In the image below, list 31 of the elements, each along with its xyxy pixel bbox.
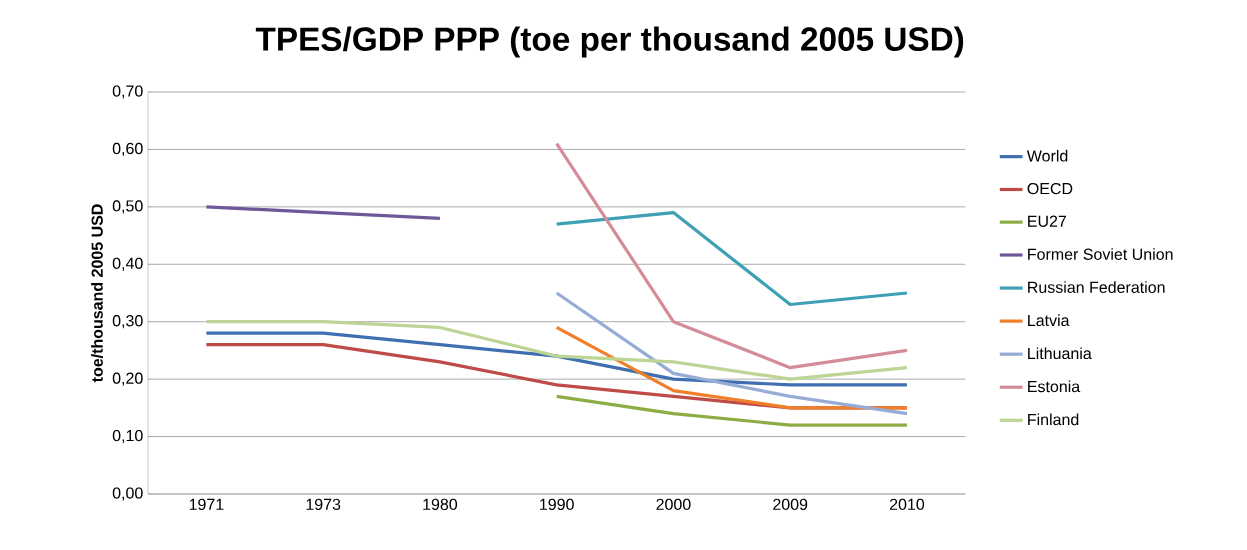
y-tick-label: 0,30 xyxy=(112,315,143,329)
y-axis-title: toe/thousand 2005 USD xyxy=(91,204,103,383)
legend-label: Lithuania xyxy=(1028,347,1092,360)
legend-label: Russian Federation xyxy=(1028,281,1165,293)
x-tick-label: 2000 xyxy=(656,498,691,511)
x-tick-label: 1973 xyxy=(306,498,341,511)
x-tick-label: 1980 xyxy=(423,498,458,511)
legend-label: OECD xyxy=(1027,182,1073,195)
y-tick-label: 0,20 xyxy=(112,372,143,386)
line-series xyxy=(555,142,909,370)
y-tick-label: 0,50 xyxy=(112,200,143,214)
x-tick-label: 2010 xyxy=(889,498,925,511)
x-tick-label: 1971 xyxy=(189,498,224,511)
legend-label: EU27 xyxy=(1028,215,1067,227)
y-tick-label: 0,60 xyxy=(112,142,143,157)
y-tick-label: 0,10 xyxy=(112,429,143,444)
legend-label: World xyxy=(1026,149,1068,162)
legend-label: Finland xyxy=(1028,413,1079,426)
line-series xyxy=(204,331,909,387)
line-series xyxy=(555,291,909,416)
legend-label: Latvia xyxy=(1028,314,1070,327)
chart-title: TPES/GDP PPP (toe per thousand 2005 USD) xyxy=(255,26,964,58)
x-tick-label: 1990 xyxy=(540,498,574,511)
y-tick-label: 0,70 xyxy=(112,85,143,99)
y-tick-label: 0,40 xyxy=(112,257,143,271)
x-tick-label: 2009 xyxy=(773,498,808,511)
line-series xyxy=(204,320,909,381)
legend-label: Estonia xyxy=(1028,380,1081,393)
line-series xyxy=(555,210,909,307)
y-tick-label: 0,00 xyxy=(112,487,143,501)
legend-label: Former Soviet Union xyxy=(1028,248,1173,260)
